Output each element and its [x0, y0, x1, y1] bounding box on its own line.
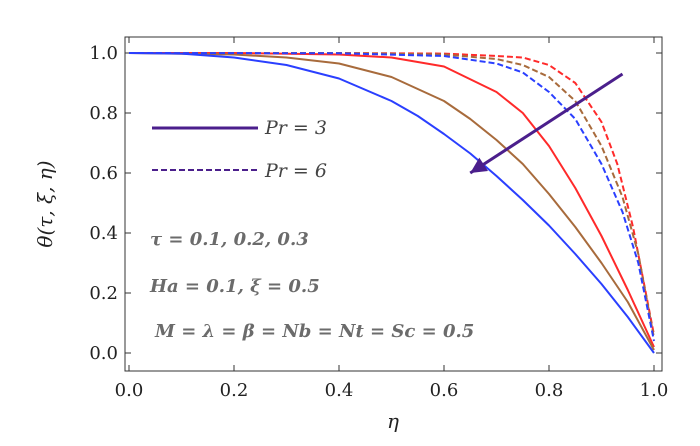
- annotation-tau: τ = 0.1, 0.2, 0.3: [150, 229, 309, 250]
- series-line-solid: [129, 52, 655, 348]
- x-tick-label: 0.6: [430, 380, 459, 401]
- legend-label-pr3: Pr = 3: [264, 117, 327, 139]
- y-tick-label: 1.0: [89, 43, 118, 64]
- plot-frame: [124, 36, 663, 372]
- annotation-ha-xi: Ha = 0.1, ξ = 0.5: [149, 276, 320, 297]
- y-axis-label: θ(τ, ξ, η): [33, 160, 57, 247]
- x-tick-label: 0.8: [535, 380, 564, 401]
- annotations: τ = 0.1, 0.2, 0.3 Ha = 0.1, ξ = 0.5 M = …: [149, 229, 474, 342]
- y-tick-label: 0.8: [89, 103, 118, 124]
- legend-label-pr6: Pr = 6: [264, 160, 327, 182]
- arrow-shaft: [469, 72, 624, 175]
- y-tick-label: 0.0: [89, 343, 118, 364]
- axis-ticks: 0.0 0.2 0.4 0.6 0.8 1.0 0.0 0.2 0.4 0.6 0.8 1.0: [89, 37, 668, 401]
- x-tick-label: 0.4: [325, 380, 354, 401]
- series-group: [128, 52, 655, 354]
- y-tick-label: 0.4: [89, 223, 118, 244]
- x-tick-label: 1.0: [640, 380, 669, 401]
- series-line-solid: [128, 52, 655, 354]
- annotation-params: M = λ = β = Nb = Nt = Sc = 0.5: [154, 321, 474, 342]
- y-tick-label: 0.2: [89, 283, 118, 304]
- trend-arrow: [469, 72, 624, 175]
- series-line-dashed: [129, 52, 655, 339]
- arrow-head: [470, 157, 489, 173]
- series-line-dashed: [128, 52, 655, 342]
- x-axis-label: η: [387, 409, 399, 433]
- x-tick-label: 0.2: [220, 380, 249, 401]
- series-line-solid: [128, 52, 655, 351]
- legend: Pr = 3 Pr = 6: [152, 117, 327, 182]
- x-tick-label: 0.0: [115, 380, 144, 401]
- y-tick-label: 0.6: [89, 163, 118, 184]
